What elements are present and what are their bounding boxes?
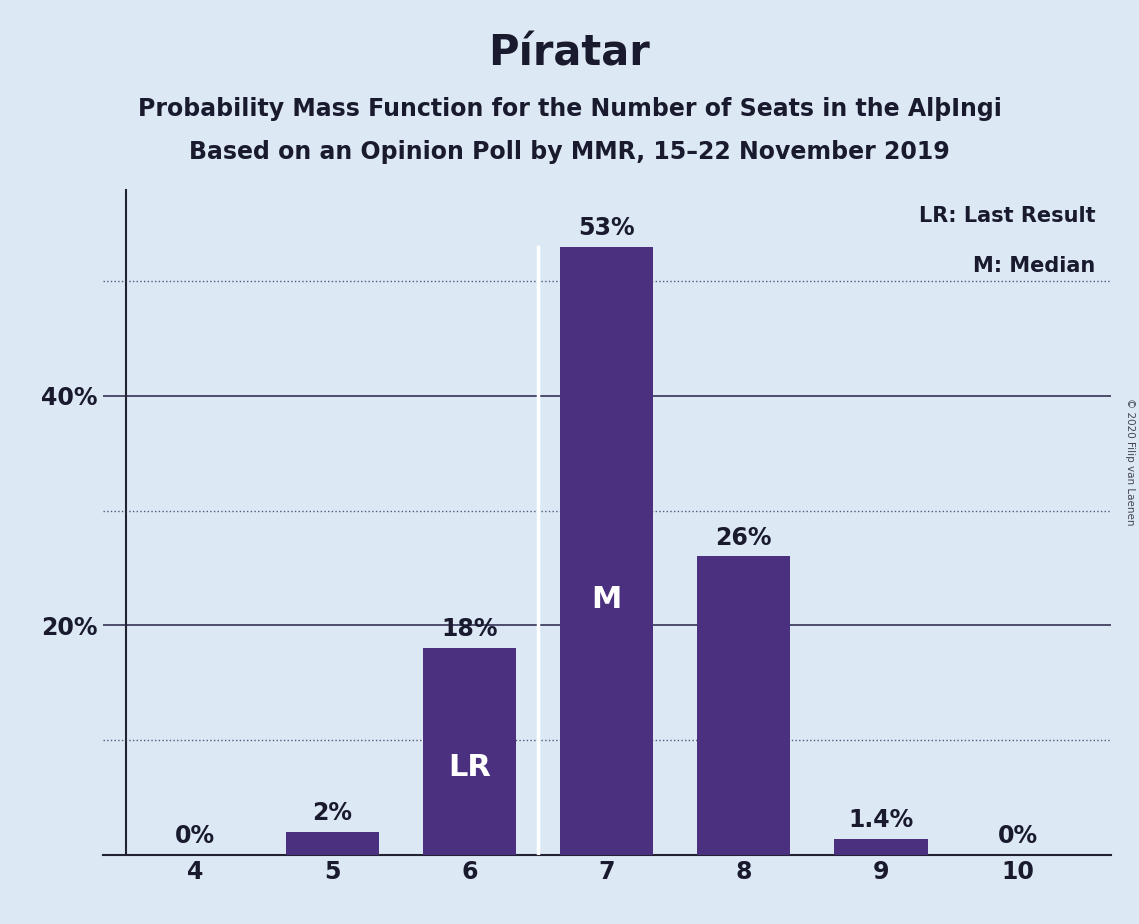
Text: 0%: 0% xyxy=(175,824,215,848)
Text: Probability Mass Function for the Number of Seats in the AlþIngi: Probability Mass Function for the Number… xyxy=(138,97,1001,121)
Bar xyxy=(560,247,653,855)
Text: 2%: 2% xyxy=(312,801,352,825)
Text: 0%: 0% xyxy=(998,824,1038,848)
Bar xyxy=(286,832,379,855)
Text: LR: Last Result: LR: Last Result xyxy=(919,206,1096,226)
Bar xyxy=(834,839,927,855)
Bar xyxy=(423,649,516,855)
Text: Píratar: Píratar xyxy=(489,32,650,74)
Text: 26%: 26% xyxy=(715,526,772,550)
Text: M: Median: M: Median xyxy=(973,256,1096,276)
Bar xyxy=(697,556,790,855)
Text: © 2020 Filip van Laenen: © 2020 Filip van Laenen xyxy=(1125,398,1134,526)
Text: 18%: 18% xyxy=(441,617,498,641)
Text: LR: LR xyxy=(448,753,491,783)
Text: Based on an Opinion Poll by MMR, 15–22 November 2019: Based on an Opinion Poll by MMR, 15–22 N… xyxy=(189,140,950,164)
Text: M: M xyxy=(591,585,622,614)
Text: 53%: 53% xyxy=(579,216,634,240)
Text: 1.4%: 1.4% xyxy=(849,808,913,832)
